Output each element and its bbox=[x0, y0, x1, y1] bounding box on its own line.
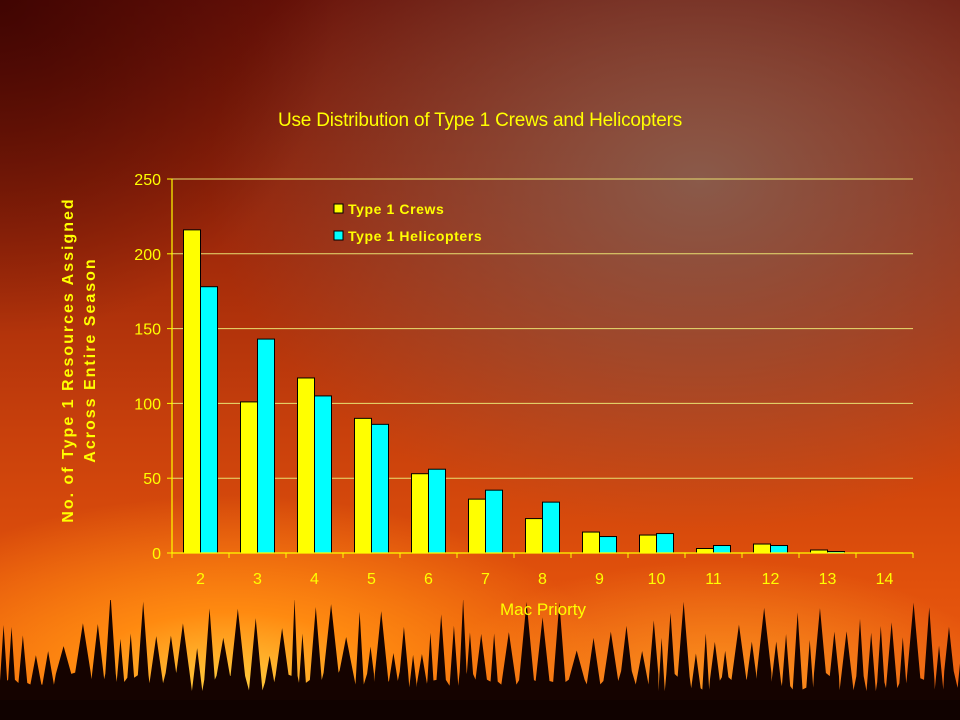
bar-helicopters-10 bbox=[656, 533, 674, 554]
bar-helicopters-5 bbox=[371, 423, 389, 554]
x-tick-label: 2 bbox=[196, 571, 205, 588]
legend-label: Type 1 Helicopters bbox=[348, 228, 482, 244]
legend-label: Type 1 Crews bbox=[348, 201, 444, 217]
x-axis-title: Mac Priorty bbox=[500, 600, 586, 619]
x-tick-label: 8 bbox=[538, 571, 547, 588]
bar-crews-9 bbox=[582, 531, 600, 554]
bar-helicopters-11 bbox=[713, 545, 731, 554]
x-tick-label: 6 bbox=[424, 571, 433, 588]
legend: Type 1 Crews Type 1 Helicopters bbox=[333, 201, 482, 244]
x-tick-label: 14 bbox=[876, 571, 894, 588]
y-tick-label: 200 bbox=[134, 247, 161, 264]
bar-helicopters-8 bbox=[542, 501, 560, 554]
bar-crews-2 bbox=[183, 229, 201, 554]
axes: 0 50 100 150 200 250 2 3 4 5 6 7 8 9 10 11 12 13 14 bbox=[134, 172, 914, 588]
chart-title: Use Distribution of Type 1 Crews and Hel… bbox=[277, 110, 682, 131]
legend-swatch bbox=[333, 203, 344, 214]
x-tick-label: 3 bbox=[253, 571, 262, 588]
bar-helicopters-3 bbox=[257, 338, 275, 554]
bar-helicopters-9 bbox=[599, 536, 617, 554]
x-tick-label: 7 bbox=[481, 571, 490, 588]
x-tick-label: 12 bbox=[762, 571, 780, 588]
bar-helicopters-6 bbox=[428, 468, 446, 554]
legend-swatch bbox=[333, 230, 344, 241]
bar-crews-11 bbox=[696, 548, 714, 554]
bar-crews-10 bbox=[639, 534, 657, 554]
bar-crews-7 bbox=[468, 498, 486, 554]
bar-crews-6 bbox=[411, 473, 429, 554]
forest-silhouette bbox=[0, 600, 960, 720]
tree-silhouette bbox=[0, 600, 960, 720]
x-tick-label: 9 bbox=[595, 571, 604, 588]
y-tick-label: 50 bbox=[143, 471, 161, 488]
bar-helicopters-2 bbox=[200, 286, 218, 554]
ground-shadow bbox=[0, 700, 960, 720]
gridlines bbox=[172, 178, 913, 479]
bar-helicopters-12 bbox=[770, 545, 788, 554]
y-tick-label: 100 bbox=[134, 396, 161, 413]
y-tick-label: 0 bbox=[152, 546, 161, 563]
x-tick-label: 13 bbox=[819, 571, 837, 588]
x-tick-label: 4 bbox=[310, 571, 319, 588]
bar-crews-3 bbox=[240, 401, 258, 554]
x-tick-label: 5 bbox=[367, 571, 376, 588]
bar-helicopters-7 bbox=[485, 489, 503, 554]
y-tick-label: 250 bbox=[134, 172, 161, 189]
bar-crews-5 bbox=[354, 417, 372, 554]
bar-crews-12 bbox=[753, 543, 771, 554]
bar-helicopters-4 bbox=[314, 395, 332, 554]
x-tick-label: 10 bbox=[648, 571, 666, 588]
y-tick-label: 150 bbox=[134, 322, 161, 339]
bars bbox=[183, 229, 845, 554]
x-tick-label: 11 bbox=[705, 571, 722, 588]
bar-crews-8 bbox=[525, 518, 543, 554]
bar-crews-4 bbox=[297, 377, 315, 554]
